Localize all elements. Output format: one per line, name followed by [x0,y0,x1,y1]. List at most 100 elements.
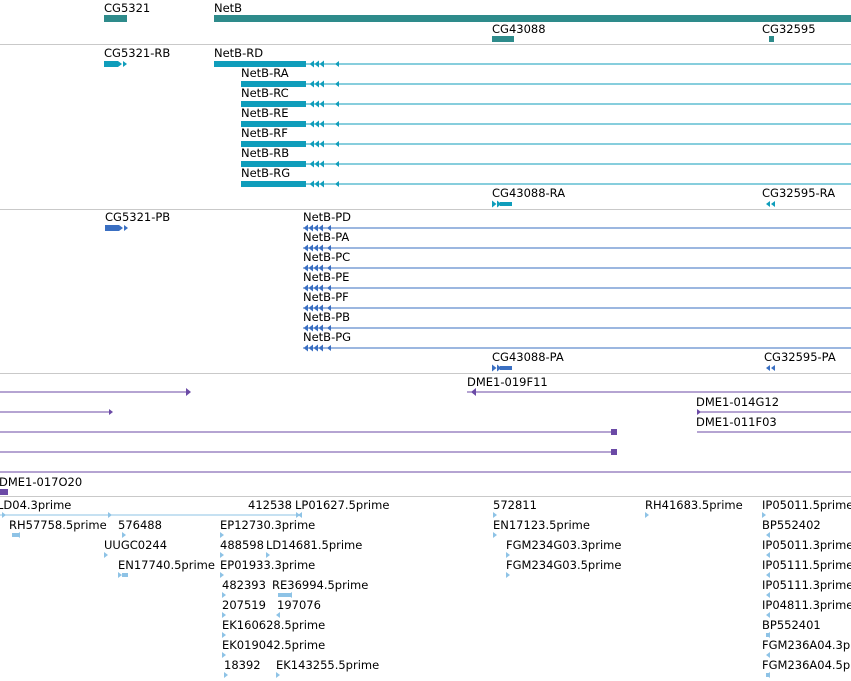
est-label[interactable]: 412538 [248,498,292,512]
protein-strand-arrow[interactable] [318,244,324,252]
protein-strand-arrow[interactable] [303,284,309,292]
mrna-strand-arrow[interactable] [314,180,320,188]
protein-label[interactable]: NetB-PB [303,310,351,324]
protein-strand-arrow[interactable] [308,244,314,252]
protein-strand-arrow[interactable] [318,264,324,272]
mrna-exon[interactable] [241,81,306,87]
mrna-label[interactable]: CG32595-RA [762,186,836,200]
est-label[interactable]: UUGC0244 [104,538,168,552]
est-label[interactable]: RH57758.5prime [9,518,107,532]
protein-strand-arrow[interactable] [313,304,319,312]
est-label[interactable]: IP04811.3prime [762,598,851,612]
mrna-strand-arrow[interactable] [335,81,339,87]
mrna-strand-arrow[interactable] [314,60,320,68]
est-label[interactable]: EK019042.5prime [222,638,326,652]
protein-strand-arrow[interactable] [327,225,331,231]
gene-label[interactable]: CG43088 [492,22,546,36]
mrna-exon[interactable] [241,161,306,167]
est-arrow[interactable] [766,652,770,658]
mrna-label[interactable]: NetB-RC [241,86,289,100]
mrna-strand-arrow[interactable] [309,80,315,88]
protein-strand-arrow[interactable] [327,245,331,251]
mrna-exon[interactable] [241,121,306,127]
est-arrow[interactable] [220,532,224,538]
protein-glyph[interactable] [119,225,123,231]
protein-label[interactable]: CG5321-PB [105,210,171,224]
protein-label[interactable]: NetB-PF [303,290,349,304]
est-arrow[interactable] [222,652,226,658]
est-arrow[interactable] [645,512,649,518]
gene-label[interactable]: NetB [214,1,243,15]
protein-strand-arrow[interactable] [318,324,324,332]
protein-strand-arrow[interactable] [327,345,331,351]
est-arrow[interactable] [493,532,497,538]
protein-strand-arrow[interactable] [313,264,319,272]
protein-strand-arrow[interactable] [327,325,331,331]
est-arrow[interactable] [220,572,224,578]
est-label[interactable]: LD04.3prime [0,498,72,512]
gene-label[interactable]: CG5321 [104,1,151,15]
est-arrow[interactable] [276,672,280,678]
est-arrow[interactable] [493,512,497,518]
mrna-glyph[interactable] [118,61,122,67]
est-label[interactable]: RH41683.5prime [645,498,743,512]
mrna-label[interactable]: CG43088-RA [492,186,566,200]
est-arrow[interactable] [222,632,226,638]
est-label[interactable]: EN17123.5prime [493,518,590,532]
est-label[interactable]: EK160628.5prime [222,618,326,632]
protein-strand-arrow[interactable] [303,344,309,352]
protein-glyph[interactable] [771,365,775,371]
protein-glyph[interactable] [766,365,770,371]
protein-strand-arrow[interactable] [303,264,309,272]
est-label[interactable]: FGM236A04.5prime [762,658,851,672]
est-arrow[interactable] [298,512,302,518]
protein-strand-arrow[interactable] [313,324,319,332]
est-arrow[interactable] [266,552,270,558]
est-arrow[interactable] [224,672,228,678]
gene-glyph[interactable] [214,15,851,22]
mrna-strand-arrow[interactable] [319,120,325,128]
clone-end[interactable] [0,489,8,495]
est-label[interactable]: RE36994.5prime [272,578,369,592]
est-label[interactable]: FGM234G03.5prime [506,558,622,572]
protein-strand-arrow[interactable] [303,224,309,232]
est-label[interactable]: LP01627.5prime [295,498,390,512]
protein-label[interactable]: NetB-PD [303,210,352,224]
clone-end[interactable] [611,449,617,455]
mrna-strand-arrow[interactable] [314,140,320,148]
mrna-strand-arrow[interactable] [309,140,315,148]
est-label[interactable]: 207519 [222,598,266,612]
est-label[interactable]: 197076 [277,598,321,612]
est-label[interactable]: EP12730.3prime [220,518,316,532]
est-arrow[interactable] [104,552,108,558]
est-label[interactable]: IP05111.3prime [762,578,851,592]
protein-strand-arrow[interactable] [318,224,324,232]
est-arrow[interactable] [108,512,112,518]
mrna-strand-arrow[interactable] [335,121,339,127]
protein-glyph[interactable] [492,364,497,372]
protein-glyph[interactable] [497,364,502,372]
protein-strand-arrow[interactable] [308,284,314,292]
gene-label[interactable]: CG32595 [762,22,816,36]
mrna-label[interactable]: NetB-RG [241,166,291,180]
mrna-strand-arrow[interactable] [335,101,339,107]
est-glyph[interactable] [766,633,770,637]
mrna-glyph[interactable] [123,61,127,67]
est-label[interactable]: FGM236A04.3prime [762,638,851,652]
mrna-strand-arrow[interactable] [314,100,320,108]
est-arrow[interactable] [220,552,224,558]
mrna-strand-arrow[interactable] [309,160,315,168]
mrna-strand-arrow[interactable] [319,80,325,88]
protein-label[interactable]: CG32595-PA [764,350,836,364]
mrna-strand-arrow[interactable] [309,60,315,68]
protein-strand-arrow[interactable] [313,344,319,352]
est-arrow[interactable] [766,592,770,598]
est-arrow[interactable] [766,552,770,558]
protein-strand-arrow[interactable] [308,324,314,332]
est-glyph[interactable] [278,593,292,597]
clone-label[interactable]: DME1-019F11 [467,375,548,389]
est-arrow[interactable] [222,612,226,618]
est-label[interactable]: EK143255.5prime [276,658,380,672]
clone-label[interactable]: DME1-017O20 [0,475,83,489]
protein-strand-arrow[interactable] [327,285,331,291]
